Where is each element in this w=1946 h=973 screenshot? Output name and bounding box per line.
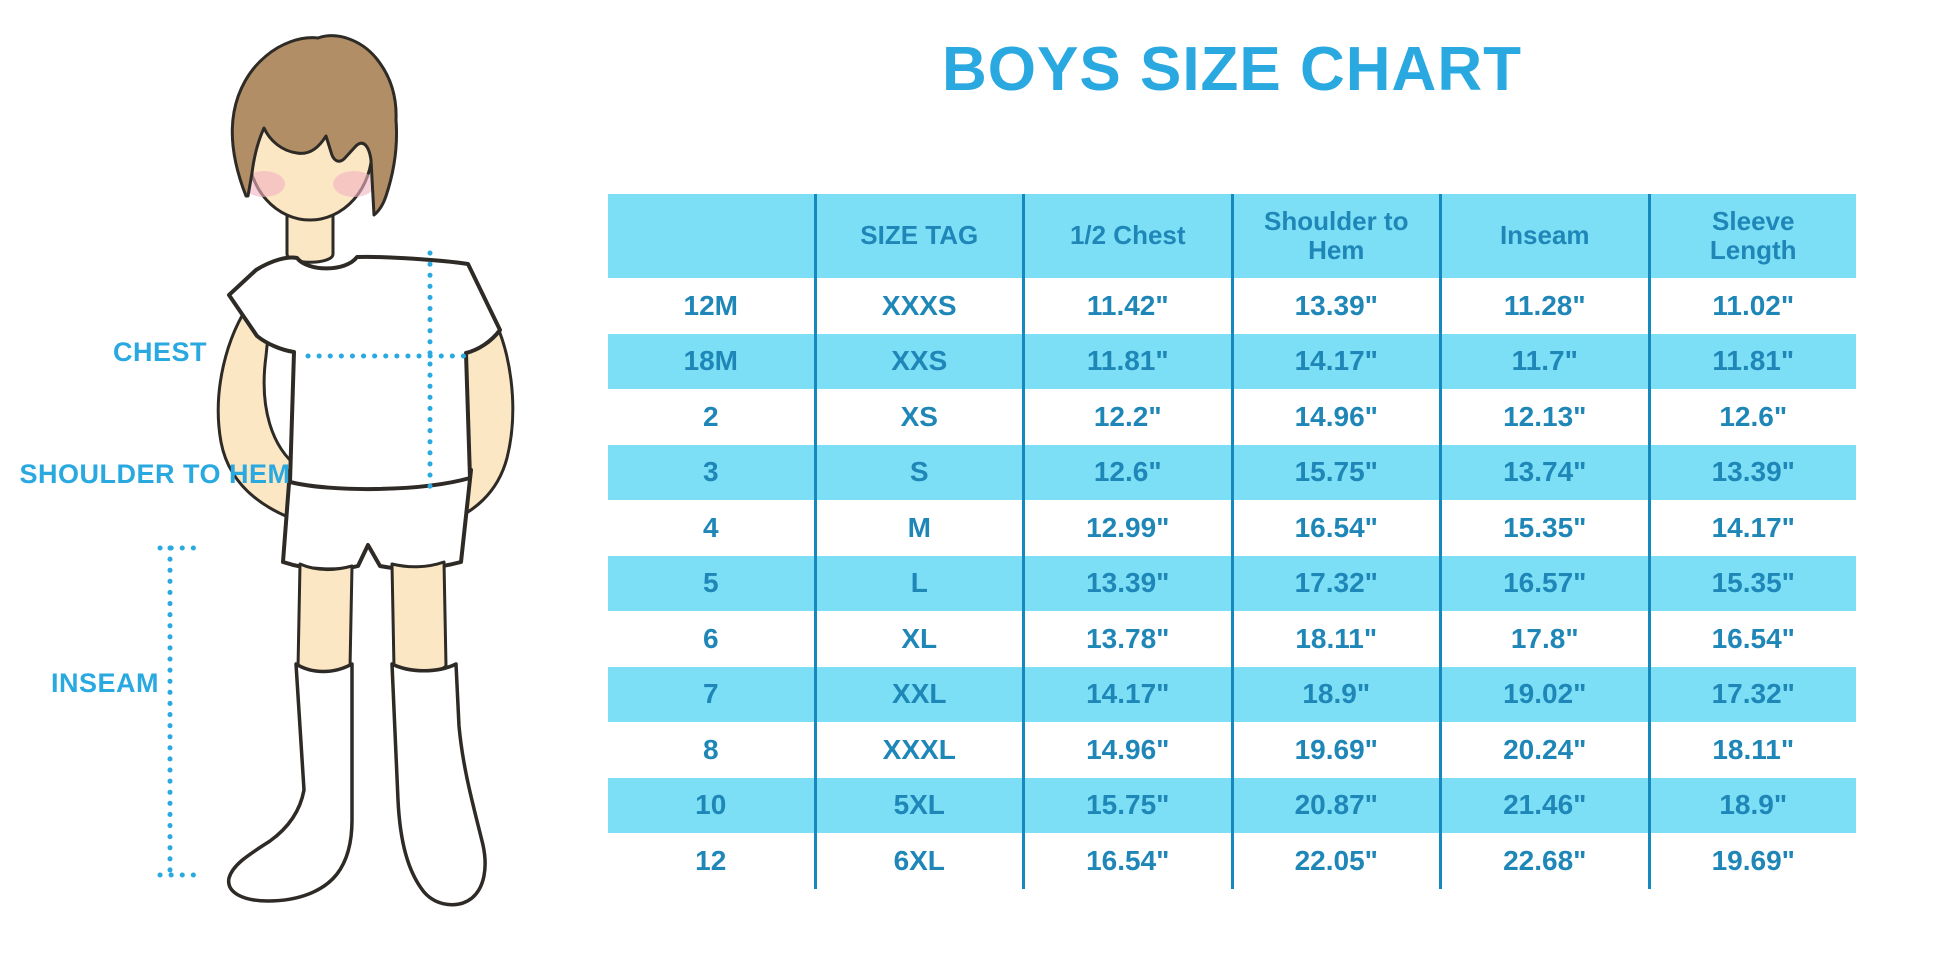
left-arm: [216, 298, 301, 519]
table-cell: 11.42": [1022, 278, 1231, 334]
table-cell: 19.02": [1439, 666, 1648, 722]
table-cell: 15.35": [1647, 555, 1857, 611]
right-sock: [390, 662, 487, 907]
measurement-label-chest: CHEST: [112, 337, 207, 367]
table-cell: 13.78": [1022, 611, 1231, 667]
table-cell: 11.28": [1439, 278, 1648, 334]
table-row: 10 5XL 15.75" 20.87" 21.46" 18.9": [608, 777, 1857, 833]
table-cell: XXXS: [813, 278, 1023, 334]
table-row: 6 XL 13.78" 18.11" 17.8" 16.54": [608, 611, 1856, 667]
table-cell: 19.69": [1230, 722, 1440, 778]
table-cell: 12.13": [1439, 389, 1648, 445]
table-cell: 16.57": [1439, 555, 1648, 611]
table-cell: 16.54": [1022, 833, 1231, 889]
table-cell: 4: [702, 511, 719, 543]
table-cell: 18.11": [1230, 611, 1440, 667]
table-row: 7 XXL 14.17" 18.9" 19.02" 17.32": [608, 666, 1857, 722]
table-cell: 22.05": [1230, 833, 1440, 889]
table-cell: 13.39": [1022, 555, 1231, 611]
table-cell: 13.39": [1230, 278, 1440, 334]
table-cell: 12: [695, 844, 727, 876]
size-table: SIZE TAG 1/2 Chest Shoulder to Hem Insea…: [608, 194, 1856, 889]
table-row: 5 L 13.39" 17.32" 16.57" 15.35": [608, 555, 1857, 611]
table-cell: 14.17": [1230, 333, 1440, 389]
table-cell: 11.81": [1647, 333, 1857, 389]
table-cell: 11.02": [1647, 278, 1857, 334]
table-cell: 15.75": [1022, 777, 1231, 833]
table-cell: 16.54": [1647, 611, 1857, 667]
measurement-label-shoulder-to-hem: SHOULDER TO HEM: [19, 459, 291, 489]
header-cell-half-chest: 1/2 Chest: [1022, 194, 1231, 278]
table-cell: 6: [702, 622, 719, 654]
table-cell: 17.32": [1230, 555, 1440, 611]
table-cell: M: [813, 500, 1023, 556]
table-cell: 10: [695, 789, 727, 821]
table-cell: XXL: [813, 666, 1023, 722]
header-cell-blank: [608, 194, 814, 278]
table-cell: XL: [813, 611, 1023, 667]
table-cell: 14.17": [1022, 666, 1231, 722]
blush: [243, 171, 375, 197]
table-cell: 8: [702, 733, 719, 765]
table-row: 3 S 12.6" 15.75" 13.74" 13.39": [608, 444, 1857, 500]
table-cell: 12.99": [1022, 500, 1231, 556]
header-cell-inseam: Inseam: [1439, 194, 1648, 278]
left-leg: [296, 562, 354, 677]
table-cell: 17.32": [1647, 666, 1857, 722]
table-cell: 5: [702, 567, 719, 599]
table-cell: 21.46": [1439, 777, 1648, 833]
page-title: BOYS SIZE CHART: [942, 35, 1522, 104]
table-cell: 14.17": [1647, 500, 1857, 556]
table-row: 18M XXS 11.81" 14.17" 11.7" 11.81": [608, 333, 1857, 389]
table-cell: 22.68": [1439, 833, 1648, 889]
header-cell-shoulder-to-hem: Shoulder to Hem: [1230, 194, 1440, 278]
size-table-body: 12M XXXS 11.42" 13.39" 11.28" 11.02" 18M XXS 11.…: [608, 278, 1856, 889]
table-cell: XXS: [813, 333, 1023, 389]
table-cell: 18.9": [1647, 777, 1857, 833]
table-cell: XS: [813, 389, 1023, 445]
table-cell: 16.54": [1230, 500, 1440, 556]
table-cell: 19.69": [1647, 833, 1857, 889]
table-cell: 20.87": [1230, 777, 1440, 833]
table-cell: 14.96": [1022, 722, 1231, 778]
table-cell: 7: [702, 678, 719, 710]
table-row: 12 6XL 16.54" 22.05" 22.68" 19.69": [608, 833, 1856, 889]
table-cell: 17.8": [1439, 611, 1648, 667]
table-cell: 2: [702, 400, 719, 432]
table-cell: 18M: [683, 345, 738, 377]
table-cell: 12.6": [1647, 389, 1857, 445]
table-row: 2 XS 12.2" 14.96" 12.13" 12.6": [608, 389, 1856, 445]
table-cell: 13.74": [1439, 444, 1648, 500]
header-cell-size-tag: SIZE TAG: [813, 194, 1023, 278]
size-table-header: SIZE TAG 1/2 Chest Shoulder to Hem Insea…: [608, 194, 1856, 278]
boy-illustration: [157, 34, 515, 907]
table-cell: XXXL: [813, 722, 1023, 778]
table-cell: 12.2": [1022, 389, 1231, 445]
hair: [230, 34, 398, 217]
table-cell: 18.9": [1230, 666, 1440, 722]
table-cell: 12M: [683, 289, 738, 321]
table-cell: L: [813, 555, 1023, 611]
table-cell: 18.11": [1647, 722, 1857, 778]
table-row: 12M XXXS 11.42" 13.39" 11.28" 11.02": [608, 278, 1856, 334]
table-cell: 11.81": [1022, 333, 1231, 389]
table-row: 4 M 12.99" 16.54" 15.35" 14.17": [608, 500, 1856, 556]
table-cell: 6XL: [813, 833, 1023, 889]
header-cell-sleeve-length: Sleeve Length: [1647, 194, 1857, 278]
table-cell: 15.75": [1230, 444, 1440, 500]
measurement-label-inseam: INSEAM: [50, 668, 159, 698]
table-cell: 15.35": [1439, 500, 1648, 556]
table-cell: 12.6": [1022, 444, 1231, 500]
table-cell: 11.7": [1439, 333, 1648, 389]
table-cell: 20.24": [1439, 722, 1648, 778]
table-cell: 3: [702, 456, 719, 488]
table-cell: 13.39": [1647, 444, 1857, 500]
table-cell: S: [813, 444, 1023, 500]
table-cell: 14.96": [1230, 389, 1440, 445]
left-sock: [227, 662, 354, 903]
right-leg: [390, 560, 448, 676]
table-row: 8 XXXL 14.96" 19.69" 20.24" 18.11": [608, 722, 1856, 778]
table-cell: 5XL: [813, 777, 1023, 833]
